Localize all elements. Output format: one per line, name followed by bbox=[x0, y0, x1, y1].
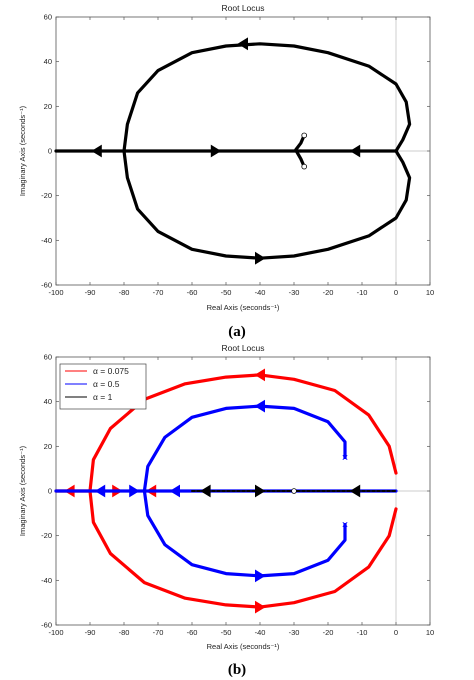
x-tick-label: -10 bbox=[357, 288, 368, 297]
zero-marker bbox=[291, 488, 297, 494]
direction-arrow bbox=[255, 251, 266, 265]
direction-arrow bbox=[94, 484, 106, 498]
direction-arrow bbox=[349, 484, 361, 498]
y-tick-label: 0 bbox=[48, 487, 52, 496]
chart-title: Root Locus bbox=[222, 3, 265, 13]
locus-branch bbox=[122, 149, 412, 260]
legend-label: α = 0.5 bbox=[93, 379, 120, 389]
x-tick-label: 10 bbox=[426, 288, 434, 297]
pole-marker bbox=[342, 521, 348, 528]
direction-arrow bbox=[210, 144, 222, 158]
x-tick-label: -90 bbox=[85, 628, 96, 637]
direction-arrow bbox=[255, 484, 266, 498]
y-tick-label: -20 bbox=[41, 531, 52, 540]
direction-arrow bbox=[237, 37, 248, 51]
y-axis-label: Imaginary Axis (seconds⁻¹) bbox=[18, 105, 27, 196]
y-tick-label: 60 bbox=[44, 353, 52, 362]
x-tick-label: -60 bbox=[187, 288, 198, 297]
x-tick-label: 0 bbox=[394, 288, 398, 297]
panel-caption: (a) bbox=[228, 324, 246, 340]
y-tick-label: -40 bbox=[41, 576, 52, 585]
x-tick-label: -80 bbox=[119, 628, 130, 637]
direction-arrow bbox=[255, 569, 266, 583]
x-tick-label: -50 bbox=[221, 628, 232, 637]
zero-marker bbox=[301, 132, 308, 139]
y-tick-label: -60 bbox=[41, 281, 52, 290]
x-tick-label: -80 bbox=[119, 288, 130, 297]
x-tick-label: -20 bbox=[323, 288, 334, 297]
y-tick-label: 20 bbox=[44, 102, 52, 111]
y-tick-label: 20 bbox=[44, 442, 52, 451]
direction-arrow bbox=[254, 368, 265, 382]
y-tick-label: -60 bbox=[41, 621, 52, 630]
legend-label: α = 0.075 bbox=[93, 366, 129, 376]
direction-arrow bbox=[254, 399, 265, 413]
panel-caption: (b) bbox=[228, 662, 246, 678]
direction-arrow bbox=[255, 600, 266, 614]
y-tick-label: 40 bbox=[44, 57, 52, 66]
x-tick-label: -30 bbox=[289, 628, 300, 637]
x-tick-label: 0 bbox=[394, 628, 398, 637]
direction-arrow bbox=[349, 144, 361, 158]
direction-arrow bbox=[200, 484, 211, 498]
locus-branch bbox=[122, 42, 412, 153]
y-tick-label: 40 bbox=[44, 397, 52, 406]
x-axis-label: Real Axis (seconds⁻¹) bbox=[207, 303, 280, 312]
y-tick-label: -20 bbox=[41, 191, 52, 200]
y-tick-label: 60 bbox=[44, 13, 52, 22]
x-tick-label: 10 bbox=[426, 628, 434, 637]
zero-marker bbox=[301, 163, 308, 170]
panel-a: -100 -90 -80 -70 -60 -50 -40 -30 -20 -10 0 10-60-40… bbox=[18, 3, 434, 340]
direction-arrow bbox=[169, 484, 180, 498]
x-tick-label: -70 bbox=[153, 288, 164, 297]
x-tick-label: -40 bbox=[255, 628, 266, 637]
x-tick-label: -50 bbox=[221, 288, 232, 297]
x-tick-label: -100 bbox=[48, 628, 63, 637]
x-axis-label: Real Axis (seconds⁻¹) bbox=[207, 642, 280, 651]
x-tick-label: -30 bbox=[289, 288, 300, 297]
x-tick-label: -100 bbox=[48, 288, 63, 297]
panel-b: -100 -90 -80 -70 -60 -50 -40 -30 -20 -10 0 10-60-40… bbox=[18, 343, 434, 678]
pole-marker bbox=[342, 454, 348, 461]
x-tick-label: -40 bbox=[255, 288, 266, 297]
y-axis-label: Imaginary Axis (seconds⁻¹) bbox=[18, 445, 27, 536]
legend-label: α = 1 bbox=[93, 392, 113, 402]
direction-arrow bbox=[129, 484, 140, 498]
x-tick-label: -10 bbox=[357, 628, 368, 637]
direction-arrow bbox=[91, 144, 102, 158]
x-tick-label: -90 bbox=[85, 288, 96, 297]
y-tick-label: 0 bbox=[48, 147, 52, 156]
x-tick-label: -60 bbox=[187, 628, 198, 637]
locus-branch bbox=[294, 133, 306, 169]
chart-title: Root Locus bbox=[222, 343, 265, 353]
x-tick-label: -20 bbox=[323, 628, 334, 637]
y-tick-label: -40 bbox=[41, 236, 52, 245]
x-tick-label: -70 bbox=[153, 628, 164, 637]
